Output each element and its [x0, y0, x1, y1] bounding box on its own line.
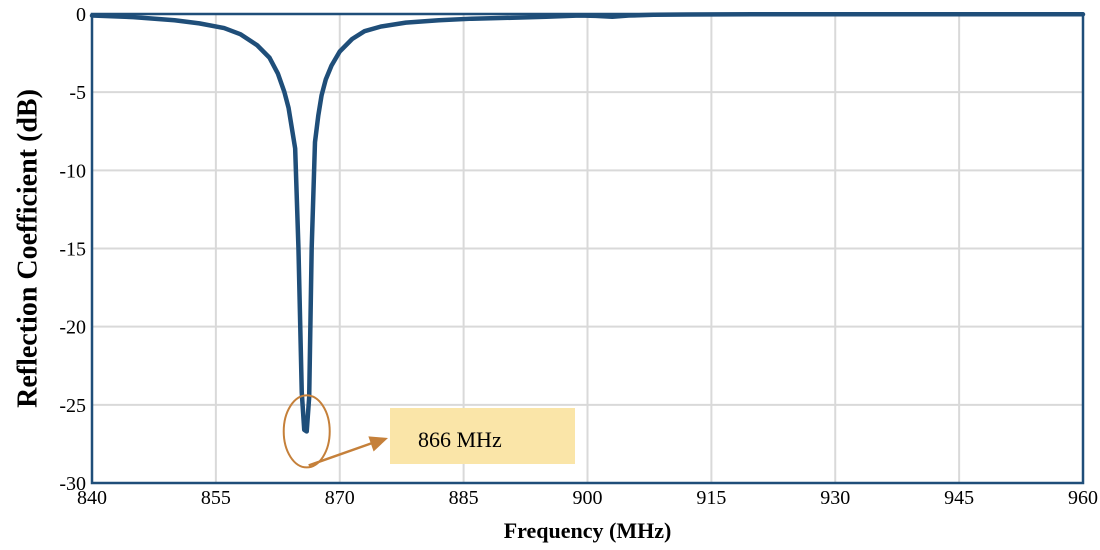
x-axis-title: Frequency (MHz) [504, 518, 672, 543]
y-tick-label: 0 [76, 4, 86, 26]
x-tick-label: 945 [944, 487, 974, 509]
y-tick-label: -10 [59, 160, 86, 182]
y-tick-label: -5 [69, 82, 86, 104]
annotation-arrow-head [368, 436, 388, 452]
x-tick-label: 840 [77, 487, 107, 509]
x-tick-label: 915 [696, 487, 726, 509]
x-tick-label: 930 [820, 487, 850, 509]
y-tick-labels: 0 -5 -10 -15 -20 -25 -30 [59, 4, 86, 495]
y-tick-label: -30 [59, 473, 86, 495]
annotation-marker-ellipse [282, 394, 331, 469]
annotation-arrow [308, 439, 379, 467]
series-line [89, 12, 1086, 434]
x-tick-label: 870 [325, 487, 355, 509]
x-tick-label: 900 [573, 487, 603, 509]
y-tick-label: -25 [59, 395, 86, 417]
y-tick-label: -15 [59, 239, 86, 261]
x-tick-labels: 840 855 870 885 900 915 930 945 960 [77, 487, 1098, 509]
annotation-label: 866 MHz [418, 427, 502, 452]
annotation-box [390, 408, 575, 464]
x-tick-label: 855 [201, 487, 231, 509]
annotation: 866 MHz [282, 394, 575, 469]
x-tick-label: 885 [449, 487, 479, 509]
grid [92, 14, 1083, 483]
y-tick-label: -20 [59, 317, 86, 339]
y-axis-title: Reflection Coefficient (dB) [12, 89, 43, 408]
x-tick-label: 960 [1068, 487, 1098, 509]
